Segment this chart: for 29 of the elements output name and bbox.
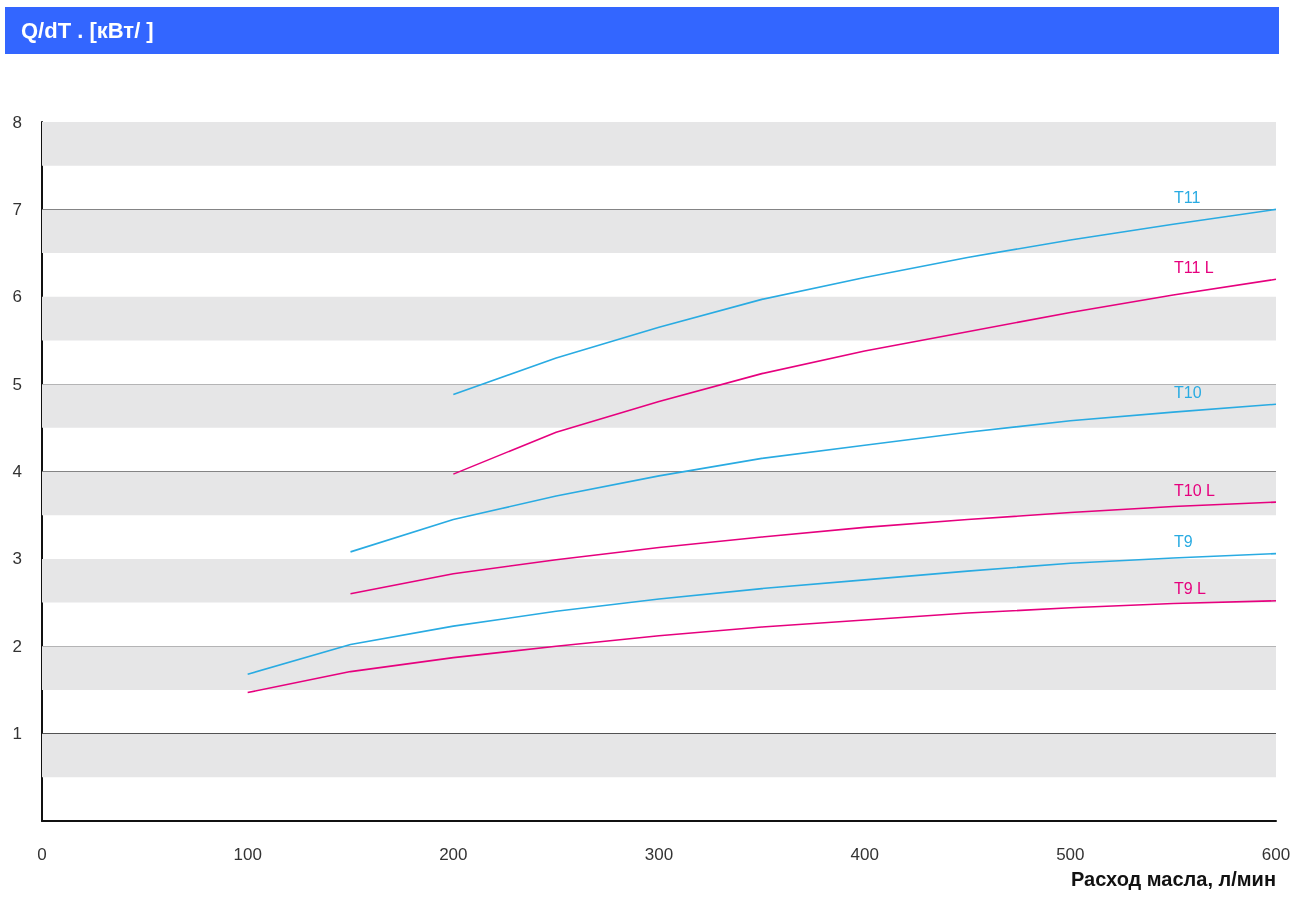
y-tick-label: 4 <box>12 462 22 481</box>
x-tick-label: 100 <box>233 845 262 864</box>
series-label: T10 <box>1174 383 1202 401</box>
y-tick-label: 6 <box>12 287 22 307</box>
line-series <box>452 278 1277 475</box>
series-label: T9 <box>1174 533 1193 551</box>
y-tick-label: 3 <box>12 549 22 569</box>
x-tick-label: 500 <box>1056 845 1085 864</box>
x-tick-label: 600 <box>1261 845 1291 864</box>
y-tick-label: 5 <box>12 374 22 394</box>
series-label: T11 <box>1174 188 1201 206</box>
y-tick-label: 8 <box>12 112 22 132</box>
y-tick-label: 7 <box>12 199 22 219</box>
x-tick-label: 200 <box>439 845 468 864</box>
line-series <box>246 600 1277 694</box>
series-label: T11 L <box>1174 258 1214 276</box>
line-series <box>246 552 1277 676</box>
x-tick-label: 300 <box>644 845 674 864</box>
y-tick-label: 2 <box>12 636 22 656</box>
x-tick-label: 0 <box>37 845 47 864</box>
chart-title: Q/dT . [кВт/ ] <box>5 7 1279 54</box>
series-label: T9 L <box>1174 580 1207 598</box>
x-axis-title: Расход масла, л/мин <box>1070 868 1276 890</box>
line-series <box>349 501 1277 595</box>
line-series <box>349 403 1277 553</box>
series-label: T10 L <box>1174 481 1216 499</box>
y-tick-label: 1 <box>12 724 22 744</box>
x-tick-label: 400 <box>850 845 879 864</box>
line-series <box>452 208 1277 396</box>
